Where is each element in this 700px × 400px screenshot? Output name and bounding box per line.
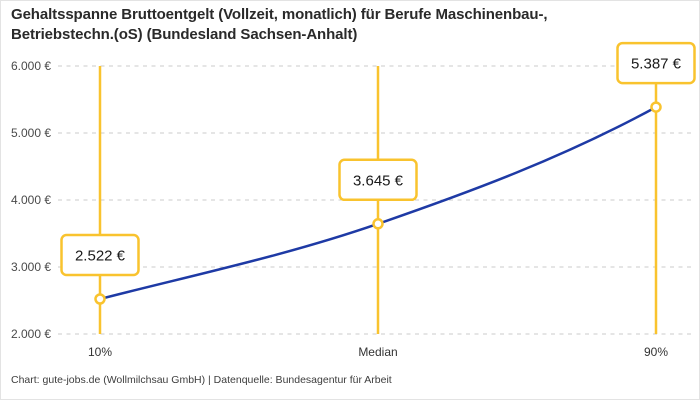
y-axis-tick-label: 3.000 € (11, 260, 51, 274)
value-label-box (616, 41, 696, 85)
value-label-box (338, 158, 418, 202)
chart-title: Gehaltsspanne Bruttoentgelt (Vollzeit, m… (11, 5, 671, 45)
y-axis-tick-labels: 2.000 € 3.000 € 4.000 € 5.000 € 6.000 € (11, 59, 51, 341)
value-label: 2.522 € (75, 248, 126, 265)
y-axis-tick-label: 5.000 € (11, 126, 51, 140)
value-label: 5.387 € (631, 56, 682, 73)
x-axis-tick-label: 90% (644, 345, 668, 359)
data-point-marker (372, 218, 384, 230)
data-point-markers (94, 101, 662, 305)
value-label-box (60, 233, 140, 277)
data-point-marker (94, 293, 106, 305)
x-axis-tick-labels: 10% Median 90% (88, 345, 668, 359)
chart-title-line2: Betriebstechn.(oS) (Bundesland Sachsen-A… (11, 26, 358, 43)
value-label: 3.645 € (353, 172, 404, 189)
data-point-marker (650, 101, 662, 113)
value-label-boxes: 2.522 € 3.645 € 5.387 € (60, 41, 696, 277)
x-axis-tick-label: Median (358, 345, 397, 359)
y-axis-tick-label: 6.000 € (11, 59, 51, 73)
chart-footer-credit: Chart: gute-jobs.de (Wollmilchsau GmbH) … (11, 374, 392, 386)
x-axis-tick-label: 10% (88, 345, 112, 359)
y-axis-tick-label: 4.000 € (11, 193, 51, 207)
y-axis-tick-label: 2.000 € (11, 327, 51, 341)
chart-title-line1: Gehaltsspanne Bruttoentgelt (Vollzeit, m… (11, 6, 548, 23)
